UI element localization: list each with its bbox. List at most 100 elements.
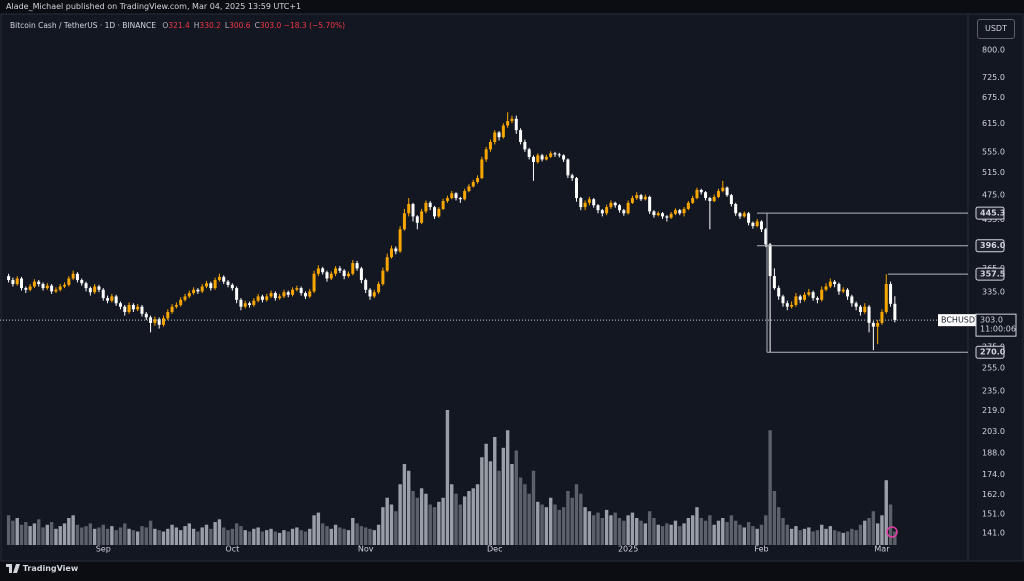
volume-bar xyxy=(346,530,351,545)
volume-bar xyxy=(690,515,695,545)
candle-body xyxy=(678,210,682,214)
candle-body xyxy=(846,289,850,297)
volume-bar xyxy=(811,531,815,545)
candle-body xyxy=(476,178,480,182)
y-tick-label: 162.0 xyxy=(982,490,1005,499)
candle-body xyxy=(704,192,708,199)
candle-body xyxy=(282,292,286,297)
volume-bar xyxy=(570,497,574,545)
volume-bar xyxy=(196,531,200,545)
candle-body xyxy=(123,306,127,313)
candle-body xyxy=(93,286,97,293)
volume-bar xyxy=(286,531,290,545)
volume-bar xyxy=(161,531,166,545)
candle-body xyxy=(759,221,763,230)
candle-body xyxy=(562,155,566,160)
candle-body xyxy=(359,268,363,281)
candle-body xyxy=(596,205,600,211)
volume-bar xyxy=(32,523,37,545)
volume-bar xyxy=(596,512,600,545)
volume-bar xyxy=(613,512,617,545)
ohlc-key: L xyxy=(224,21,230,30)
candle-body xyxy=(893,303,897,321)
volume-bar xyxy=(110,526,114,545)
candle-body xyxy=(200,286,204,292)
candle-body xyxy=(467,186,471,192)
volume-bar xyxy=(557,509,561,545)
volume-bar xyxy=(118,527,123,545)
volume-bar xyxy=(273,531,278,545)
volume-bar xyxy=(716,520,721,545)
candle-body xyxy=(295,288,299,290)
volume-bar xyxy=(660,526,665,545)
x-tick-label: Mar xyxy=(874,545,890,554)
candle-body xyxy=(458,198,462,200)
volume-bar xyxy=(579,493,583,545)
volume-bar xyxy=(777,507,781,545)
volume-bar xyxy=(493,437,497,545)
candle-body xyxy=(32,281,36,287)
y-tick-label: 675.0 xyxy=(982,93,1005,102)
ohlc-key: C xyxy=(254,21,260,30)
candle-body xyxy=(480,159,484,179)
publisher: Alade_Michael published on TradingView.c… xyxy=(6,2,302,11)
volume-bar xyxy=(467,491,471,545)
candle-body xyxy=(579,198,583,208)
candle-body xyxy=(566,159,570,176)
y-tick-label: 255.0 xyxy=(982,364,1005,373)
y-tick-label: 435.0 xyxy=(982,215,1005,224)
volume-bar xyxy=(41,527,45,545)
candle-body xyxy=(557,154,561,156)
volume-bar xyxy=(858,524,863,545)
candle-body xyxy=(764,229,768,245)
legend: Bitcoin Cash / TetherUS · 1D · BINANCE O… xyxy=(10,21,345,30)
x-tick-label: Nov xyxy=(358,545,374,554)
volume-bar xyxy=(888,504,893,545)
volume-bar xyxy=(523,484,527,545)
volume-bar xyxy=(269,528,273,545)
candle-body xyxy=(153,319,157,323)
volume-bar xyxy=(144,527,148,545)
x-tick-label: Dec xyxy=(487,545,502,554)
candle-body xyxy=(665,216,669,218)
candle-body xyxy=(312,273,316,292)
candle-body xyxy=(351,263,355,274)
volume-bar xyxy=(299,530,303,545)
candle-body xyxy=(144,313,148,318)
volume-bar xyxy=(178,530,183,545)
volume-bar xyxy=(265,530,269,545)
symbol-label: BCHUSDT xyxy=(941,316,980,325)
candle-body xyxy=(20,278,24,289)
volume-bar xyxy=(480,457,484,545)
volume-bar xyxy=(738,524,742,545)
volume-bar xyxy=(97,527,101,545)
volume-bar xyxy=(11,520,15,545)
candle-body xyxy=(824,286,828,290)
candle-body xyxy=(316,268,320,274)
volume-bar xyxy=(445,410,450,545)
volume-bar xyxy=(751,526,755,545)
candle-body xyxy=(626,202,630,214)
candle-body xyxy=(217,276,221,281)
y-tick-label: 725.0 xyxy=(982,73,1005,82)
volume-bar xyxy=(372,530,376,545)
symbol-box xyxy=(938,314,976,327)
volume-bar xyxy=(415,497,420,545)
volume-bar xyxy=(437,501,441,545)
volume-bar xyxy=(71,515,75,545)
candle-body xyxy=(424,202,428,212)
currency-button[interactable]: USDT xyxy=(977,19,1015,39)
volume-bar xyxy=(669,524,673,545)
candle-body xyxy=(656,213,660,216)
symbol-title: Bitcoin Cash / TetherUS · 1D · BINANCE xyxy=(10,21,156,30)
candle-body xyxy=(587,199,591,203)
volume-bar xyxy=(626,515,630,545)
volume-bar xyxy=(277,532,282,545)
volume-bar xyxy=(592,515,596,545)
y-tick-label: 475.0 xyxy=(982,191,1005,200)
last-price-label: 303.0 xyxy=(980,316,1003,325)
volume-bar xyxy=(884,480,888,545)
volume-bar xyxy=(157,530,161,545)
candle-body xyxy=(394,248,398,252)
volume-bar xyxy=(854,530,858,545)
